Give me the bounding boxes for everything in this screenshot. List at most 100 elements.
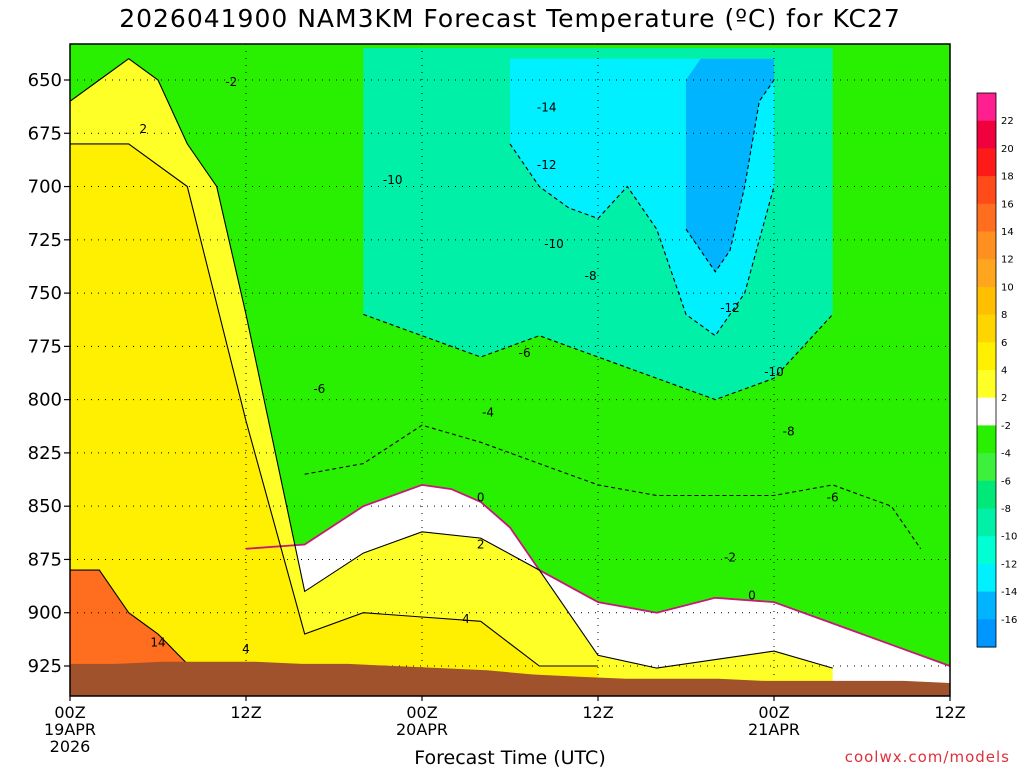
y-tick-label: 875 — [28, 549, 62, 570]
colorbar-swatch — [977, 619, 996, 648]
plot-frame — [69, 43, 951, 697]
colorbar-swatch — [977, 370, 996, 399]
colorbar-label: 18 — [1001, 172, 1014, 183]
contour-label: -4 — [482, 405, 494, 419]
colorbar-label: 2 — [1001, 393, 1007, 404]
colorbar-swatch — [977, 591, 996, 620]
colorbar-label: -16 — [1001, 615, 1017, 626]
contour-label: -8 — [783, 425, 795, 439]
colorbar-label: -8 — [1001, 504, 1011, 515]
colorbar-label: -6 — [1001, 476, 1011, 487]
contour-lines — [70, 58, 950, 669]
y-tick-label: 825 — [28, 443, 62, 464]
colorbar-label: -4 — [1001, 449, 1011, 460]
colorbar-swatch — [977, 508, 996, 537]
x-tick-label: 12Z — [934, 703, 965, 722]
contour-label: -8 — [585, 269, 597, 283]
temperature-fills — [70, 44, 950, 696]
colorbar-swatch — [977, 231, 996, 260]
contour-label: -12 — [537, 158, 557, 172]
colorbar-label: 14 — [1001, 227, 1014, 238]
contour-label: -12 — [720, 301, 740, 315]
x-tick-label: 20APR — [396, 720, 448, 739]
colorbar-label: 20 — [1001, 144, 1014, 155]
credit-link[interactable]: coolwx.com/models — [845, 748, 1010, 766]
contour-label: -6 — [519, 346, 531, 360]
y-axis: 650 675 700 725 750 775 800 825 850 875 900 925 — [28, 70, 70, 677]
x-tick-label: 00Z — [758, 703, 789, 722]
fill-level-4 — [70, 143, 598, 696]
colorbar-swatch — [977, 176, 996, 205]
contour-label: 14 — [150, 636, 165, 650]
ground-terrain — [70, 661, 950, 696]
y-tick-label: 675 — [28, 123, 62, 144]
contour-label: 4 — [242, 642, 250, 656]
contour-label: -14 — [537, 101, 557, 115]
colorbar-label: 12 — [1001, 255, 1014, 266]
fill-level--14 — [686, 58, 774, 272]
colorbar-label: 22 — [1001, 116, 1014, 127]
contour-label: 0 — [477, 491, 485, 505]
contour-line-2 — [70, 58, 833, 669]
contour-labels: -2 2 -14 -12 -10 -10 -8 -12 -6 -10 -6 -4 -8 0 -6 2 -2 0 4 1… — [140, 75, 839, 656]
colorbar-label: 10 — [1001, 282, 1014, 293]
colorbar-label: 16 — [1001, 199, 1014, 210]
colorbar-swatch — [977, 453, 996, 482]
colorbar-swatch — [977, 342, 996, 371]
colorbar-label: 8 — [1001, 310, 1007, 321]
y-tick-label: 775 — [28, 336, 62, 357]
x-tick-label: 19APR — [44, 720, 96, 739]
contour-label: -2 — [225, 75, 237, 89]
colorbar-label: -12 — [1001, 559, 1017, 570]
y-tick-label: 925 — [28, 656, 62, 677]
contour-label: -10 — [383, 173, 403, 187]
y-tick-label: 850 — [28, 496, 62, 517]
colorbar-swatch — [977, 314, 996, 343]
x-tick-label: 00Z — [54, 703, 85, 722]
colorbar-swatch — [977, 563, 996, 593]
y-tick-label: 725 — [28, 230, 62, 251]
contour-label: -10 — [764, 365, 784, 379]
contour-label: -6 — [827, 491, 839, 505]
contour-label: -10 — [544, 237, 564, 251]
chart-title: 2026041900 NAM3KM Forecast Temperature (… — [119, 4, 901, 33]
contour-line--14 — [685, 79, 775, 273]
contour-label: -6 — [313, 382, 325, 396]
y-tick-label: 750 — [28, 283, 62, 304]
x-tick-label: 2026 — [50, 737, 91, 756]
contour-label: 2 — [140, 122, 148, 136]
colorbar-swatch — [977, 286, 996, 316]
contour-label: -2 — [724, 550, 736, 564]
colorbar-swatch — [977, 397, 996, 426]
colorbar-swatch — [977, 203, 996, 233]
plot-area: -2 2 -14 -12 -10 -10 -8 -12 -6 -10 -6 -4 -8 0 -6 2 -2 0 4 1… — [70, 44, 950, 696]
x-axis-label: Forecast Time (UTC) — [414, 747, 605, 768]
contour-line--12 — [509, 143, 775, 337]
colorbar-swatch — [977, 425, 996, 454]
colorbar-swatch — [977, 120, 996, 149]
contour-line-4 — [70, 143, 598, 667]
contour-line--8 — [363, 313, 834, 401]
colorbar-swatch — [977, 480, 996, 510]
colorbar-frame — [976, 92, 997, 648]
y-tick-label: 650 — [28, 70, 62, 91]
colorbar-label: -2 — [1001, 421, 1011, 432]
x-tick-label: 00Z — [406, 703, 437, 722]
y-tick-label: 700 — [28, 177, 62, 198]
colorbar-label: 4 — [1001, 366, 1007, 377]
contour-line--4 — [304, 424, 922, 550]
y-tick-label: 800 — [28, 390, 62, 411]
colorbar-label: -14 — [1001, 587, 1017, 598]
colorbar-label: -10 — [1001, 532, 1017, 543]
x-tick-label: 12Z — [230, 703, 261, 722]
contour-label: 0 — [748, 589, 756, 603]
colorbar-swatch — [977, 259, 996, 288]
y-tick-label: 900 — [28, 603, 62, 624]
contour-label: 4 — [462, 612, 470, 626]
colorbar: 22 20 18 16 14 12 10 8 6 4 2 -2 -4 -6 -8 -10 -12 -14 -16 — [976, 92, 1017, 648]
colorbar-swatch — [977, 148, 996, 177]
x-tick-label: 12Z — [582, 703, 613, 722]
colorbar-swatch — [977, 536, 996, 565]
